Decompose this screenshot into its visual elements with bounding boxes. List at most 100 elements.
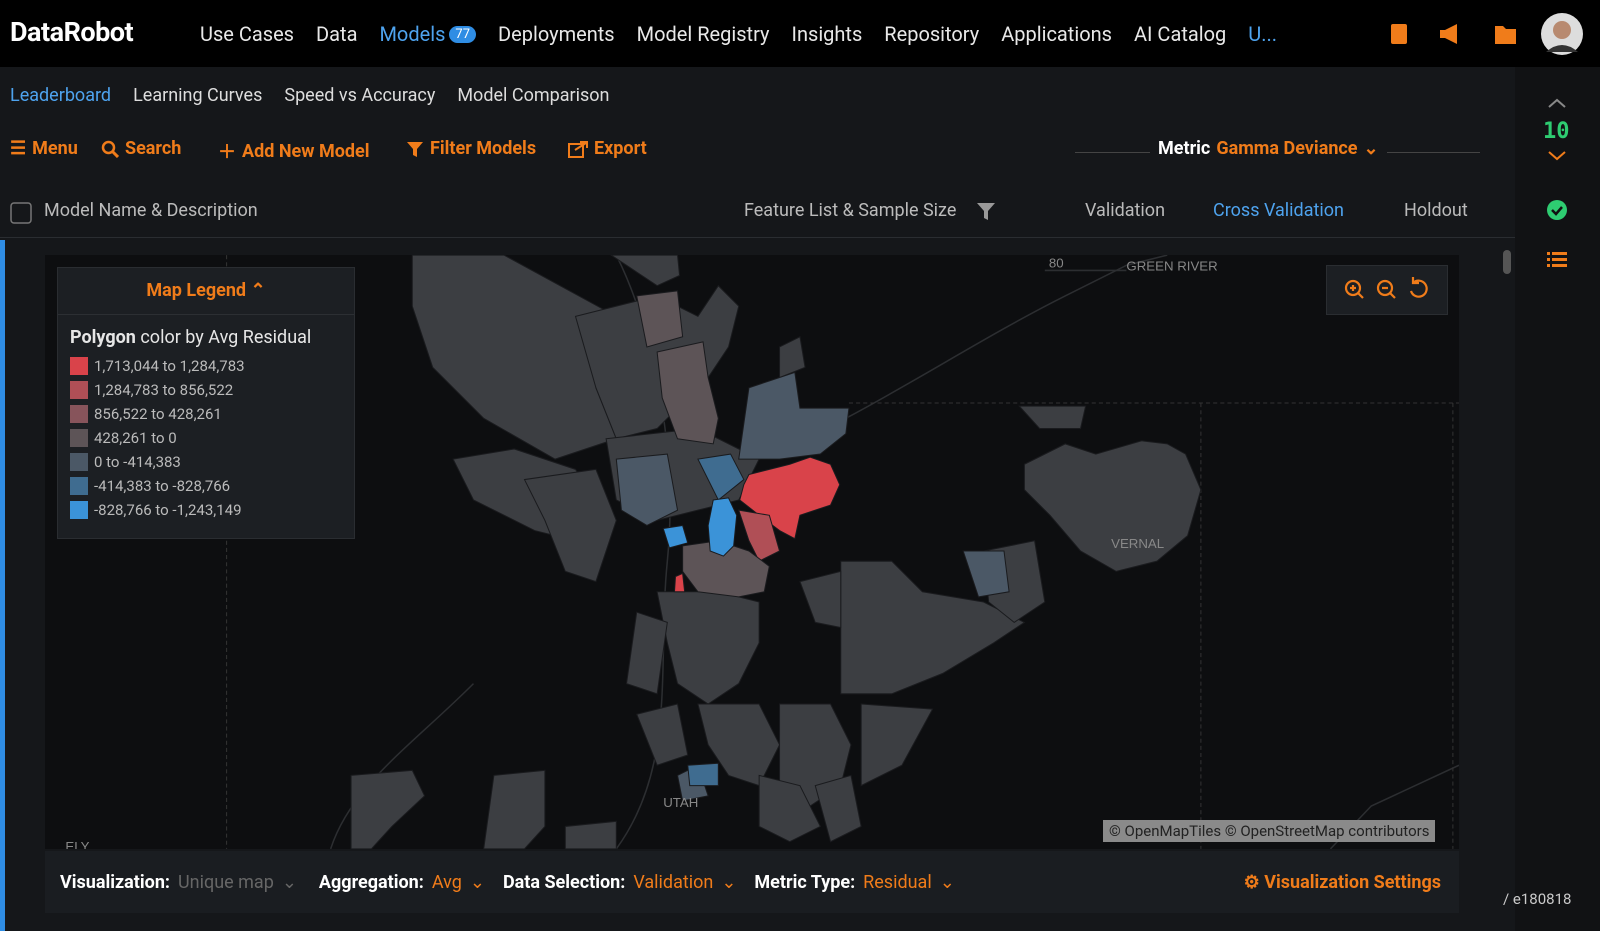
select-all-checkbox[interactable]: [10, 202, 32, 224]
zoom-controls: [1326, 265, 1448, 315]
nav-item[interactable]: AI Catalog: [1133, 21, 1227, 46]
map-footer: Visualization: Unique map ⌄ Aggregation: Av…: [45, 851, 1459, 913]
region: [860, 703, 934, 787]
legend-item: 856,522 to 428,261: [58, 402, 354, 426]
footer-value[interactable]: Validation: [633, 871, 714, 893]
region: [799, 570, 842, 629]
nav-item[interactable]: Deployments: [498, 21, 615, 46]
legend-label: 0 to -414,383: [94, 453, 181, 471]
nav-item[interactable]: Model Registry: [636, 21, 770, 46]
column-header[interactable]: Validation: [1085, 200, 1166, 221]
add-model-button[interactable]: ＋ Add New Model: [218, 140, 370, 164]
tab[interactable]: Leaderboard: [10, 85, 112, 106]
legend-heading: Polygon color by Avg Residual: [58, 315, 354, 354]
header-rule: [0, 237, 1515, 238]
models-badge: 77: [449, 25, 477, 43]
region: [687, 762, 719, 787]
region: [656, 341, 719, 445]
region: [738, 371, 850, 460]
nav-item[interactable]: Insights: [791, 21, 863, 46]
place-label: 80: [1049, 255, 1064, 270]
nav-item[interactable]: Data: [316, 21, 358, 46]
list-icon[interactable]: [1546, 249, 1568, 271]
column-filter-icon[interactable]: [976, 201, 996, 221]
place-label: UTAH: [663, 795, 698, 810]
column-header[interactable]: Holdout: [1404, 200, 1468, 221]
region: [673, 572, 686, 593]
announce-icon[interactable]: [1440, 24, 1457, 44]
nav-item-wrap[interactable]: Models 77: [379, 21, 477, 46]
legend-heading-rest: color by Avg Residual: [140, 327, 312, 348]
region: [625, 611, 668, 695]
menu-label[interactable]: Menu: [32, 138, 78, 159]
nav-item[interactable]: Applications: [1001, 21, 1112, 46]
legend-toggle[interactable]: Map Legend ⌃: [58, 268, 354, 315]
region: [564, 820, 617, 849]
zoom-in[interactable]: [1344, 279, 1364, 299]
footer-value: Unique map: [177, 871, 274, 893]
settings-label[interactable]: Visualization Settings: [1264, 871, 1441, 893]
reset-view[interactable]: [1409, 277, 1428, 298]
legend-swatch: [70, 477, 88, 495]
search-button[interactable]: Search: [101, 138, 181, 159]
search-label[interactable]: Search: [125, 138, 182, 159]
nav-item[interactable]: Use Cases: [200, 21, 295, 46]
nav-item[interactable]: U...: [1248, 21, 1278, 46]
legend-item: 1,713,044 to 1,284,783: [58, 354, 354, 378]
tab[interactable]: Model Comparison: [457, 85, 610, 106]
footer-value[interactable]: Avg: [431, 871, 462, 893]
export-button[interactable]: Export: [568, 138, 647, 159]
tab[interactable]: Learning Curves: [133, 85, 263, 106]
add-label[interactable]: Add New Model: [242, 140, 370, 162]
zoom-out[interactable]: [1376, 279, 1396, 299]
avatar[interactable]: [1540, 12, 1584, 56]
column-header[interactable]: Model Name & Description: [44, 200, 258, 221]
filter-label[interactable]: Filter Models: [430, 138, 537, 159]
legend-swatch: [70, 501, 88, 519]
legend-heading-bold: Polygon: [70, 327, 136, 348]
nav-item[interactable]: Models: [379, 21, 446, 46]
legend-label: 1,713,044 to 1,284,783: [94, 357, 245, 375]
menu-button[interactable]: ☰ Menu: [10, 138, 78, 159]
legend-item: -414,383 to -828,766: [58, 474, 354, 498]
docs-icon[interactable]: [1391, 24, 1407, 44]
region: [636, 290, 684, 348]
scrollbar[interactable]: [1503, 250, 1511, 274]
main-nav: Use Cases Data Models 77 Deployments Model Re…: [200, 0, 1277, 67]
footer-label: Visualization:: [60, 871, 170, 893]
export-label[interactable]: Export: [594, 138, 647, 159]
region: [636, 703, 689, 766]
column-header[interactable]: Feature List & Sample Size: [744, 200, 957, 221]
status-icon[interactable]: [1546, 199, 1568, 221]
visualization-settings[interactable]: ⚙ Visualization Settings: [1243, 871, 1441, 893]
legend-swatch: [70, 453, 88, 471]
region: [1018, 405, 1087, 430]
tab[interactable]: Speed vs Accuracy: [284, 85, 436, 106]
model-count: 10: [1543, 119, 1570, 144]
map-legend: Map Legend ⌃ Polygon color by Avg Residu…: [57, 267, 355, 539]
region: [737, 509, 781, 562]
legend-label: 1,284,783 to 856,522: [94, 381, 234, 399]
place-label: ELY: [65, 839, 89, 849]
up-caret[interactable]: [1545, 97, 1569, 111]
map-canvas[interactable]: 80 GREEN RIVER VERNAL UTAH ELY: [45, 255, 1459, 849]
metric-value[interactable]: Gamma Deviance: [1216, 138, 1358, 159]
legend-item: 1,284,783 to 856,522: [58, 378, 354, 402]
legend-swatch: [70, 405, 88, 423]
metric-select[interactable]: Metric Gamma Deviance ⌄: [1150, 138, 1387, 159]
logo-text[interactable]: DataRobot: [10, 16, 134, 48]
down-caret[interactable]: [1545, 149, 1569, 163]
nav-item[interactable]: Repository: [884, 21, 980, 46]
footer-value[interactable]: Residual: [863, 871, 932, 893]
folder-icon[interactable]: [1495, 26, 1516, 44]
region: [411, 255, 617, 460]
boundaries: [226, 255, 1459, 849]
column-header[interactable]: Cross Validation: [1213, 200, 1344, 221]
map[interactable]: 80 GREEN RIVER VERNAL UTAH ELY Map Legen…: [45, 255, 1459, 849]
place-labels: 80 GREEN RIVER VERNAL UTAH ELY: [65, 255, 1217, 849]
filter-button[interactable]: Filter Models: [406, 138, 536, 159]
logo[interactable]: DataRobot: [10, 16, 134, 48]
legend-title[interactable]: Map Legend: [146, 280, 247, 301]
region: [662, 524, 689, 549]
place-label: GREEN RIVER: [1126, 258, 1217, 273]
